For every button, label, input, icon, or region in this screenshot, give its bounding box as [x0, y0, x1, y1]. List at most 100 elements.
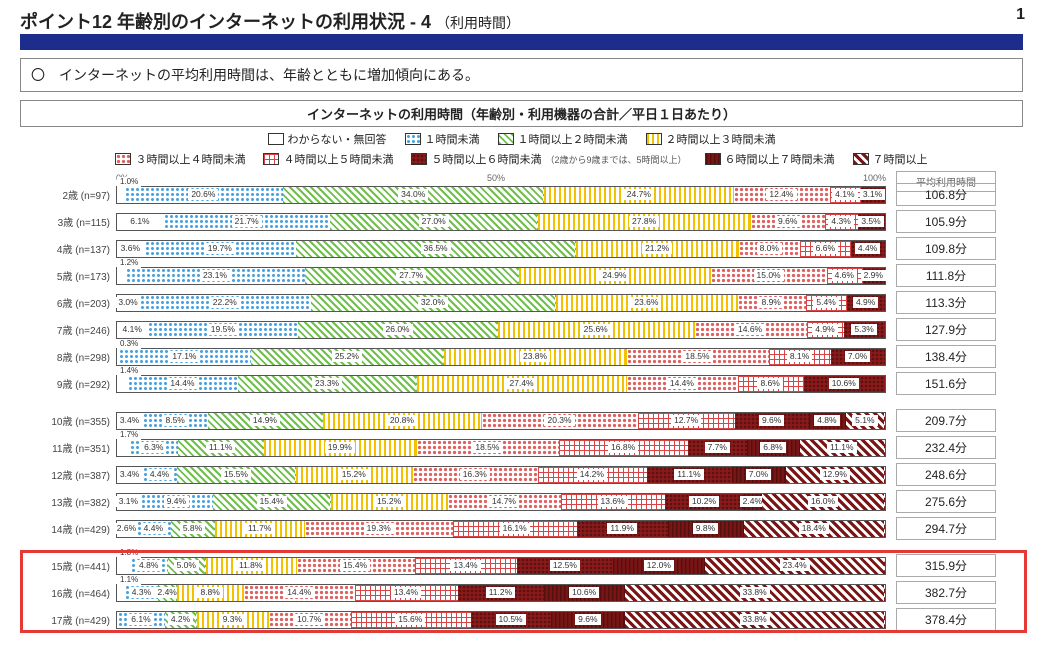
chart-group: 15歳 (n=441)1.8%4.8%5.0%11.8%15.4%13.4%12… — [20, 554, 1023, 631]
bar-segment: 12.4% — [734, 187, 829, 203]
segment-value: 25.6% — [581, 324, 611, 335]
segment-value: 14.7% — [489, 496, 519, 507]
row-category: 13歳 (n=382) — [20, 494, 116, 509]
segment-value: 11.1% — [827, 442, 856, 453]
segment-value: 1.2% — [117, 258, 141, 268]
bar-segment: 12.7% — [638, 413, 735, 429]
chart-row: 12歳 (n=387)3.4%4.4%15.5%15.2%16.3%14.2%1… — [20, 463, 1023, 486]
segment-value: 6.3% — [141, 442, 166, 453]
bar-segment: 13.4% — [415, 558, 518, 574]
chart-row: 13歳 (n=382)3.1%9.4%15.4%15.2%14.7%13.6%1… — [20, 490, 1023, 513]
bar-segment: 24.9% — [519, 268, 711, 284]
bar-segment: 16.1% — [453, 521, 577, 537]
segment-value: 19.3% — [364, 523, 394, 534]
segment-value: 2.6% — [114, 523, 139, 534]
bar-segment: 25.2% — [251, 349, 445, 365]
segment-value: 21.7% — [232, 216, 262, 227]
page-title-sub: （利用時間） — [436, 15, 520, 31]
row-category: 17歳 (n=429) — [20, 612, 116, 627]
segment-value: 11.8% — [236, 560, 265, 571]
bar-segment: 4.4% — [137, 521, 171, 537]
bar-segment: 18.5% — [417, 440, 559, 456]
segment-value: 5.8% — [180, 523, 205, 534]
bar-segment: 10.6% — [804, 376, 885, 392]
bar-segment: 1.1% — [117, 585, 125, 601]
bar-segment: 27.0% — [330, 214, 537, 230]
bar-segment: 23.3% — [238, 376, 417, 392]
bar-segment: 7.0% — [831, 349, 885, 365]
segment-value: 15.5% — [221, 469, 251, 480]
segment-value: 14.2% — [577, 469, 607, 480]
bar-segment: 5.3% — [844, 322, 885, 338]
segment-value: 3.4% — [117, 415, 142, 426]
bar-segment: 15.6% — [351, 612, 471, 628]
segment-value: 3.4% — [117, 469, 142, 480]
bar-segment: 4.6% — [827, 268, 863, 284]
row-category: 6歳 (n=203) — [20, 295, 116, 310]
bar-segment: 11.7% — [215, 521, 305, 537]
row-average: 294.7分 — [896, 517, 996, 540]
segment-value: 16.3% — [460, 469, 490, 480]
chart-row: 16歳 (n=464)1.1%4.3%2.4%8.8%14.4%13.4%11.… — [20, 581, 1023, 604]
legend-swatch — [705, 153, 721, 165]
segment-value: 3.5% — [858, 216, 883, 227]
segment-value: 16.1% — [500, 523, 530, 534]
segment-value: 27.7% — [396, 270, 426, 281]
row-average: 109.8分 — [896, 237, 996, 260]
bar-segment: 6.8% — [747, 440, 799, 456]
segment-value: 13.4% — [450, 560, 480, 571]
bar-segment: 2.6% — [117, 521, 137, 537]
segment-value: 4.3% — [129, 587, 154, 598]
bar-segment: 11.8% — [206, 558, 297, 574]
segment-value: 9.3% — [220, 614, 245, 625]
segment-value: 24.7% — [624, 189, 654, 200]
segment-value: 10.7% — [294, 614, 324, 625]
segment-value: 18.5% — [682, 351, 712, 362]
segment-value: 36.5% — [421, 243, 451, 254]
legend-swatch — [646, 133, 662, 145]
bar-segment: 2.4% — [158, 585, 176, 601]
chart-row: 15歳 (n=441)1.8%4.8%5.0%11.8%15.4%13.4%12… — [20, 554, 1023, 577]
segment-value: 4.8% — [814, 415, 839, 426]
segment-value: 10.5% — [496, 614, 526, 625]
legend-label: ６時間以上７時間未満 — [725, 151, 835, 167]
bar-segment: 12.0% — [613, 558, 705, 574]
bar-segment: 1.0% — [117, 187, 125, 203]
segment-value: 11.1% — [674, 469, 703, 480]
segment-value: 15.6% — [395, 614, 425, 625]
legend-item: わからない・無回答 — [268, 131, 387, 147]
legend-item: ７時間以上 — [853, 151, 928, 167]
bar-segment: 5.8% — [171, 521, 216, 537]
bar-segment: 4.8% — [809, 413, 846, 429]
bar-segment: 20.6% — [125, 187, 283, 203]
legend-label: ７時間以上 — [873, 151, 928, 167]
segment-value: 4.1% — [832, 189, 857, 200]
segment-value: 7.0% — [746, 469, 771, 480]
legend-label: ３時間以上４時間未満 — [135, 151, 245, 167]
segment-value: 7.7% — [705, 442, 730, 453]
legend-label: ２時間以上３時間未満 — [666, 131, 776, 147]
segment-value: 3.1% — [860, 189, 885, 200]
bar-segment: 16.3% — [413, 467, 538, 483]
segment-value: 18.5% — [472, 442, 502, 453]
bar-segment: 4.9% — [807, 322, 845, 338]
segment-value: 5.3% — [851, 324, 876, 335]
stacked-bar: 6.1%21.7%27.0%27.8%9.6%4.3%3.5% — [116, 213, 886, 231]
bar-segment: 10.5% — [471, 612, 552, 628]
bar-segment: 8.6% — [738, 376, 804, 392]
page-header: ポイント12 年齢別のインターネットの利用状況 - 4 （利用時間） 1 — [20, 8, 1023, 34]
chart-row: 9歳 (n=292)1.4%14.4%23.3%27.4%14.4%8.6%10… — [20, 372, 1023, 395]
segment-value: 15.2% — [339, 469, 369, 480]
bar-segment: 9.8% — [668, 521, 743, 537]
segment-value: 8.9% — [758, 297, 783, 308]
segment-value: 17.1% — [169, 351, 199, 362]
bar-segment: 14.4% — [244, 585, 355, 601]
stacked-bar: 2.6%4.4% 5.8% 11.7% 19.3% 16.1% 11.9%9.8%18.4… — [116, 520, 886, 538]
bar-segment: 16.0% — [762, 494, 885, 510]
bar-segment: 11.9% — [577, 521, 668, 537]
stacked-bar: 6.1%4.2%9.3%10.7%15.6%10.5%9.6%33.8% — [116, 611, 886, 629]
segment-value: 10.6% — [569, 587, 599, 598]
bar-segment: 18.4% — [744, 521, 885, 537]
segment-value: 4.2% — [168, 614, 193, 625]
chart-row: 8歳 (n=298)0.3%17.1%25.2%23.8%18.5%8.1%7.… — [20, 345, 1023, 368]
